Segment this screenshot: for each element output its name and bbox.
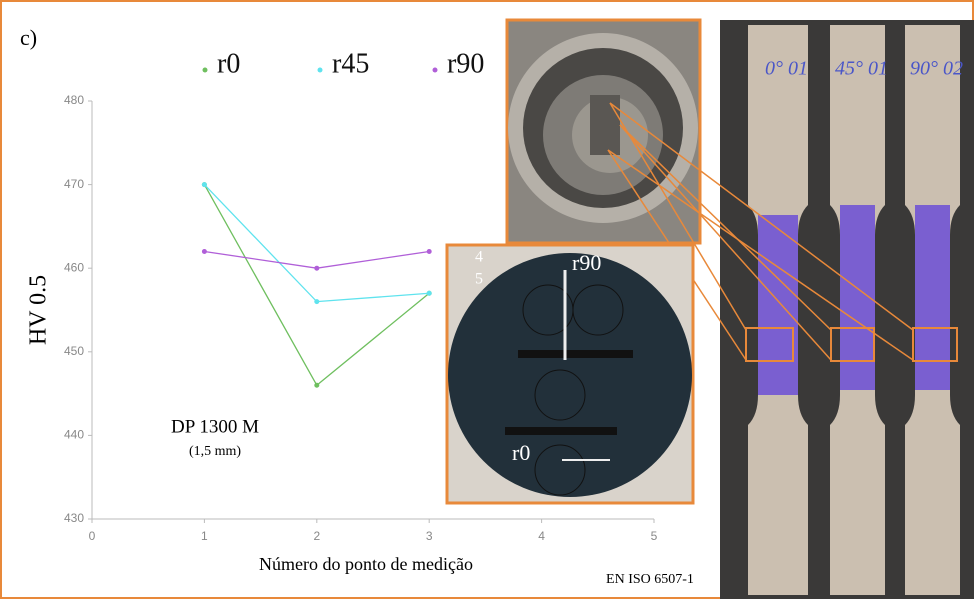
photo-label: 90° 02 [910, 58, 963, 80]
legend-label: r90 [447, 48, 484, 79]
photo-label: 45° 01 [835, 58, 888, 80]
photo-specimens: 0° 01 45° 01 90° 02 [720, 20, 974, 599]
x-tick-label: 2 [313, 529, 320, 543]
photo-top [507, 20, 700, 243]
annotation: DP 1300 M [171, 416, 259, 437]
annotation: (1,5 mm) [189, 444, 241, 459]
point [202, 182, 207, 187]
point [314, 383, 319, 388]
legend-marker [433, 68, 438, 73]
x-tick-label: 0 [89, 529, 96, 543]
annotation: EN ISO 6507-1 [606, 572, 694, 587]
legend-marker [203, 68, 208, 73]
x-axis-label: Número do ponto de medição [259, 554, 473, 574]
point [314, 299, 319, 304]
legend-label: r45 [332, 48, 369, 79]
photo-label: r0 [512, 440, 530, 465]
y-axis-label: HV 0.5 [26, 275, 52, 345]
x-tick-label: 3 [426, 529, 433, 543]
legend-marker [318, 68, 323, 73]
photo-label: 0° 01 [765, 58, 808, 80]
point [427, 291, 432, 296]
photo-label: 4 [475, 249, 483, 266]
x-tick-label: 4 [538, 529, 545, 543]
point [202, 249, 207, 254]
photo-label: r90 [572, 250, 601, 275]
y-tick-label: 460 [64, 260, 84, 274]
x-tick-label: 1 [201, 529, 208, 543]
figure: 430 440 450 460 470 480 0 1 2 3 4 5 r0 r45 r90 c) HV 0.… [0, 0, 974, 599]
photo-label: 5 [475, 271, 483, 288]
y-tick-label: 480 [64, 93, 84, 107]
y-tick-label: 430 [64, 511, 84, 525]
photo-micro: 4 5 r90 r0 [447, 245, 693, 503]
y-tick-label: 440 [64, 428, 84, 442]
y-tick-label: 450 [64, 344, 84, 358]
point [427, 249, 432, 254]
y-tick-label: 470 [64, 177, 84, 191]
point [314, 266, 319, 271]
x-tick-label: 5 [651, 529, 658, 543]
legend-label: r0 [217, 48, 240, 79]
panel-label: c) [20, 25, 37, 50]
